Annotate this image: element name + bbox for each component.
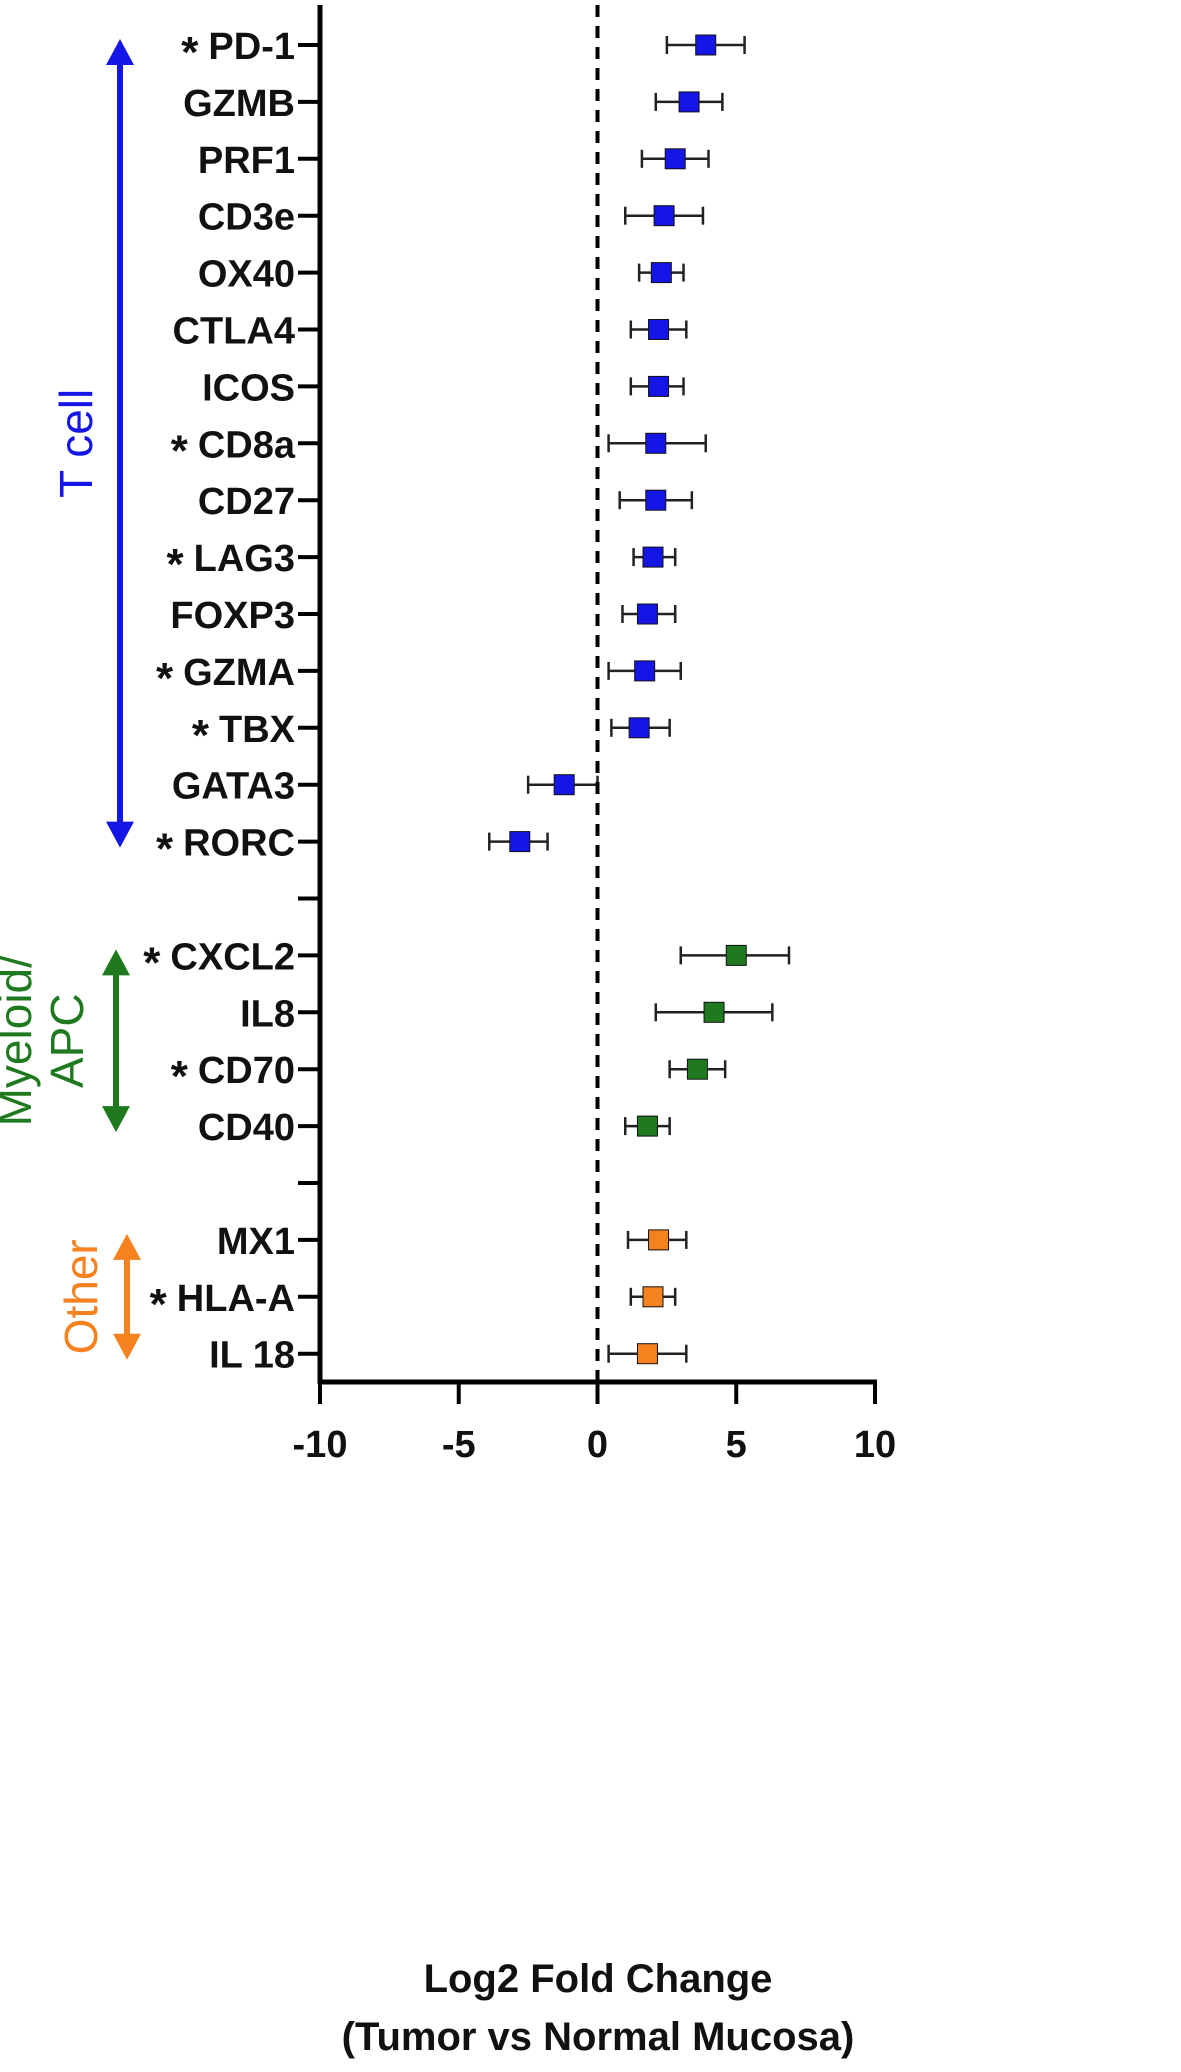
gene-label-il8: IL8	[240, 993, 295, 1035]
significance-star-lag3: *	[167, 540, 185, 589]
gene-label-cd40: CD40	[198, 1107, 295, 1149]
x-axis: -10 -5 0 5 10	[293, 5, 896, 1466]
gene-label-cxcl2: CXCL2	[170, 936, 295, 978]
data-point-foxp3	[636, 603, 658, 625]
gene-label-pd-1: PD-1	[208, 26, 295, 68]
gene-label-prf1: PRF1	[198, 140, 295, 182]
data-point-lag3	[642, 546, 664, 568]
group-arrow-head-down-t-cell	[106, 821, 134, 848]
significance-star-cd8a: *	[171, 426, 189, 475]
gene-label-rorc: RORC	[183, 823, 295, 865]
gene-label-layer: PD-1*GZMBPRF1CD3eOX40CTLA4ICOSCD8a*CD27L…	[143, 26, 296, 1377]
data-point-prf1	[664, 148, 686, 170]
group-label-line-2-myeloid: APC	[41, 993, 93, 1088]
group-arrow-head-up-myeloid	[102, 949, 130, 976]
data-point-hla-a	[642, 1286, 664, 1308]
gene-label-gzmb: GZMB	[183, 83, 295, 125]
gene-label-gata3: GATA3	[172, 766, 295, 808]
gene-label-gzma: GZMA	[183, 652, 295, 694]
data-point-rorc	[509, 831, 531, 853]
data-point-gata3	[553, 774, 575, 796]
data-point-cd8a	[645, 432, 667, 454]
gene-label-cd8a: CD8a	[198, 424, 296, 466]
group-arrow-head-down-myeloid	[102, 1106, 130, 1133]
group-bracket-layer: T cell Myeloid/APC Other	[0, 39, 141, 1360]
gene-label-il-18: IL 18	[209, 1335, 295, 1377]
gene-label-mx1: MX1	[217, 1221, 295, 1263]
data-point-cd40	[636, 1115, 658, 1137]
group-label-myeloid: Myeloid/	[0, 955, 41, 1127]
gene-label-ctla4: CTLA4	[173, 311, 295, 353]
gene-label-ox40: OX40	[198, 254, 295, 296]
data-point-il-18	[636, 1343, 658, 1365]
x-tick-label-4: 10	[854, 1424, 896, 1466]
x-axis-title-line-2: (Tumor vs Normal Mucosa)	[342, 2015, 855, 2059]
gene-label-hla-a: HLA-A	[177, 1278, 295, 1320]
x-tick-label-1: -5	[442, 1424, 476, 1466]
significance-star-cd70: *	[171, 1052, 189, 1101]
data-point-pd-1	[695, 34, 717, 56]
x-tick-label-0: -10	[293, 1424, 348, 1466]
gene-label-cd70: CD70	[198, 1050, 295, 1092]
significance-star-gzma: *	[156, 654, 174, 703]
gene-label-cd3e: CD3e	[198, 197, 295, 239]
plot-marks-layer	[488, 5, 791, 1382]
group-arrow-head-up-other	[113, 1233, 141, 1260]
data-point-mx1	[648, 1229, 670, 1251]
gene-label-lag3: LAG3	[194, 538, 295, 580]
significance-star-rorc: *	[156, 825, 174, 874]
data-point-icos	[648, 375, 670, 397]
significance-star-tbx: *	[192, 711, 210, 760]
x-tick-label-3: 5	[726, 1424, 747, 1466]
gene-label-tbx: TBX	[219, 709, 296, 751]
data-point-cd3e	[653, 205, 675, 227]
gene-label-cd27: CD27	[198, 481, 295, 523]
data-point-cd27	[645, 489, 667, 511]
group-arrow-head-up-t-cell	[106, 39, 134, 65]
group-label-other: Other	[55, 1239, 107, 1354]
data-point-tbx	[628, 717, 650, 739]
significance-star-pd-1: *	[181, 28, 199, 77]
x-axis-title: Log2 Fold Change	[424, 1957, 773, 2001]
data-point-gzma	[634, 660, 656, 682]
data-point-cxcl2	[725, 944, 747, 966]
group-arrow-head-down-other	[113, 1333, 141, 1360]
x-tick-label-2: 0	[587, 1424, 608, 1466]
data-point-gzmb	[678, 91, 700, 113]
group-label-t-cell: T cell	[50, 389, 102, 498]
data-point-il8	[703, 1001, 725, 1023]
gene-label-icos: ICOS	[202, 367, 295, 409]
gene-label-foxp3: FOXP3	[170, 595, 295, 637]
data-point-cd70	[686, 1058, 708, 1080]
significance-star-cxcl2: *	[143, 938, 161, 987]
significance-star-hla-a: *	[150, 1280, 168, 1329]
data-point-ctla4	[648, 319, 670, 340]
data-point-ox40	[650, 262, 672, 284]
